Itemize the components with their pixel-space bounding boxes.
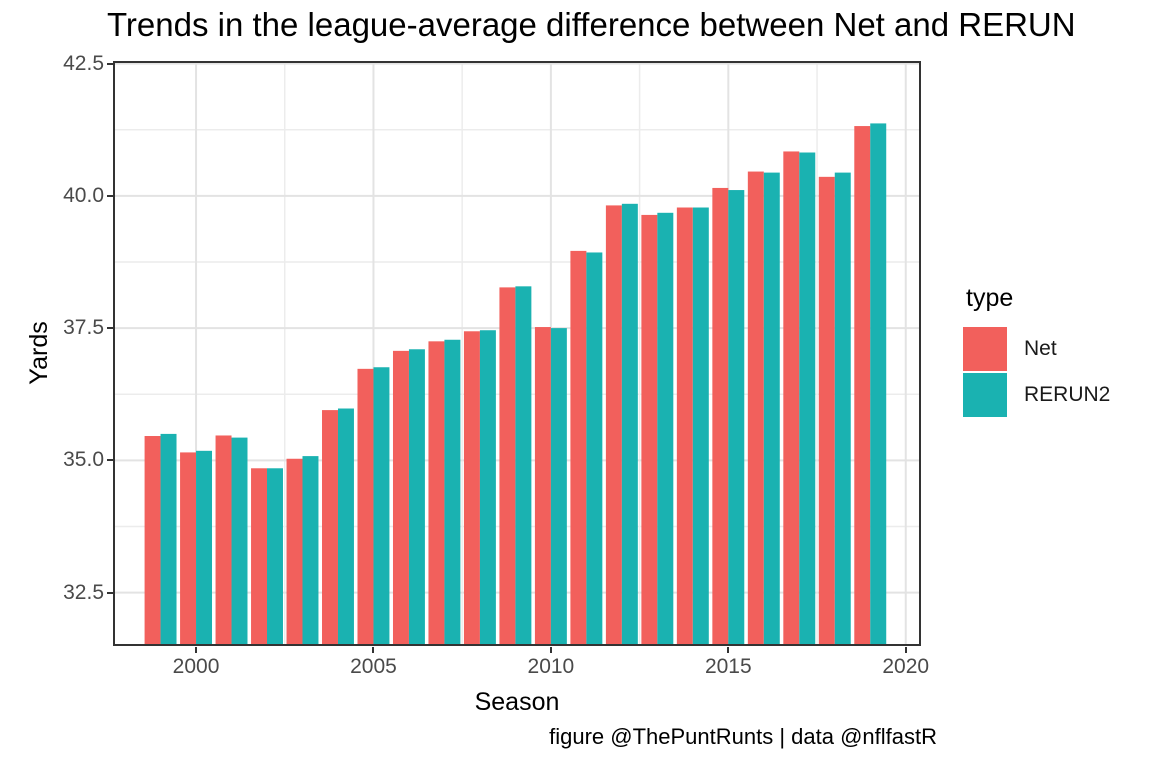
- bar-rerun2-2000: [196, 450, 213, 646]
- legend-swatch-net: [963, 327, 1007, 371]
- bar-net-2018: [818, 176, 835, 646]
- y-tick-mark: [107, 459, 113, 462]
- bar-net-2011: [570, 250, 587, 646]
- chart-panel: [113, 61, 921, 646]
- bar-net-2016: [747, 171, 764, 646]
- y-tick-mark: [107, 62, 113, 65]
- x-tick-mark: [727, 647, 730, 653]
- y-tick-label: 37.5: [63, 316, 104, 340]
- bar-net-2005: [357, 368, 374, 646]
- bar-rerun2-2001: [231, 437, 248, 646]
- bar-net-2004: [322, 410, 338, 646]
- x-tick-mark: [904, 647, 907, 653]
- x-tick-mark: [372, 647, 375, 653]
- y-tick-mark: [107, 327, 113, 330]
- y-tick-label: 42.5: [63, 51, 104, 75]
- legend-label: Net: [1024, 337, 1057, 360]
- x-tick-label: 2015: [704, 655, 752, 678]
- bar-rerun2-2010: [550, 328, 567, 646]
- bar-net-2003: [286, 458, 303, 646]
- legend-label: RERUN2: [1024, 383, 1111, 406]
- bar-rerun2-2015: [728, 190, 745, 646]
- caption: figure @ThePuntRunts | data @nflfastR: [549, 724, 937, 749]
- legend: type Net RERUN2: [963, 284, 1110, 419]
- panel-border: [113, 61, 921, 646]
- bar-rerun2-2014: [692, 207, 709, 646]
- x-tick-mark: [195, 647, 198, 653]
- bar-net-2007: [428, 341, 445, 646]
- bar-net-2006: [392, 350, 409, 646]
- x-axis-title: Season: [474, 688, 560, 716]
- y-tick-label: 32.5: [63, 580, 104, 604]
- bar-net-2002: [251, 468, 268, 646]
- x-tick-label: 2005: [350, 655, 397, 678]
- legend-item-net: Net: [963, 327, 1110, 371]
- x-tick-label: 2000: [172, 655, 220, 678]
- bar-rerun2-2016: [763, 172, 780, 646]
- x-tick-label: 2020: [882, 655, 930, 678]
- bar-rerun2-2007: [444, 339, 461, 646]
- bar-net-2013: [641, 214, 658, 646]
- bar-net-2009: [499, 287, 516, 646]
- y-tick-mark: [107, 194, 113, 197]
- bar-net-2008: [463, 331, 480, 646]
- bar-rerun2-2017: [799, 152, 816, 646]
- bar-net-2019: [854, 126, 871, 646]
- bar-net-2017: [783, 151, 800, 646]
- bar-net-2015: [712, 187, 729, 646]
- x-tick-label: 2010: [527, 655, 575, 678]
- bar-net-2000: [180, 452, 197, 646]
- legend-items: Net RERUN2: [963, 327, 1110, 417]
- bar-rerun2-2004: [337, 408, 354, 646]
- bar-rerun2-2018: [834, 172, 851, 646]
- legend-title: type: [966, 284, 1014, 312]
- bar-rerun2-2012: [621, 203, 638, 646]
- bar-rerun2-2009: [515, 286, 532, 646]
- legend-swatch-rerun2: [963, 373, 1007, 417]
- bar-net-2014: [676, 207, 693, 646]
- x-tick-mark: [549, 647, 552, 653]
- bar-net-1999: [144, 436, 161, 646]
- y-tick-label: 35.0: [63, 448, 104, 472]
- bar-rerun2-2011: [586, 252, 603, 646]
- bar-rerun2-1999: [160, 433, 177, 646]
- bar-rerun2-2002: [267, 468, 283, 646]
- legend-item-rerun2: RERUN2: [963, 373, 1110, 417]
- y-tick-mark: [107, 591, 113, 594]
- bar-net-2012: [605, 205, 622, 646]
- bar-rerun2-2005: [373, 367, 390, 646]
- y-tick-label: 40.0: [63, 183, 104, 207]
- bar-rerun2-2019: [870, 123, 887, 646]
- bar-net-2001: [215, 435, 232, 646]
- chart-title: Trends in the league-average difference …: [107, 6, 1076, 43]
- bar-rerun2-2006: [408, 349, 425, 646]
- bar-net-2010: [534, 327, 551, 646]
- bar-rerun2-2013: [657, 212, 674, 646]
- bar-rerun2-2003: [302, 456, 319, 646]
- bar-rerun2-2008: [479, 330, 496, 646]
